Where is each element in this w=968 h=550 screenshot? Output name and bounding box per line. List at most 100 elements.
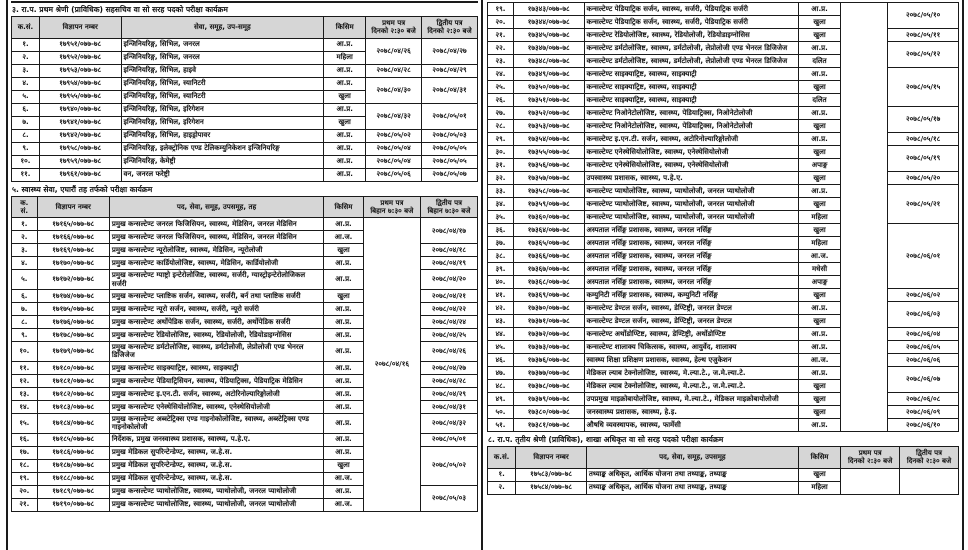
cell: ४३. xyxy=(487,314,514,328)
cell: २०७८/०४/३२ xyxy=(365,102,423,130)
cell: १२. xyxy=(11,373,38,388)
cell: २०७८/०५/११ xyxy=(887,28,959,42)
cell: १७१७९/०७७-७८ xyxy=(36,341,110,362)
cell: आ.प्र. xyxy=(797,340,842,354)
cell: प्रमुख कन्सल्टेण्ट पेडियाट्रिसियन, स्वास… xyxy=(108,373,325,388)
cell: २०७८/०५/२० xyxy=(887,171,959,185)
column-header: किसिम xyxy=(323,195,364,219)
table-row: २९. १७३५४/०७७-७८ कन्सल्टेण्ट इ.एन.टी. सर्ज… xyxy=(487,132,959,146)
table-row: १३. १७१८२/०७७-७८ प्रमुख कन्सल्टेण्ट इ.एन.ट… xyxy=(11,386,479,401)
cell: १७१८३/०७७-७८ xyxy=(36,399,110,414)
cell: २०७८/०६/०१ xyxy=(887,223,959,289)
cell: आ.प्र. xyxy=(323,373,364,388)
table-row: १४. १७१८३/०७७-७८ प्रमुख कन्सल्टेण्ट एनेस्थ… xyxy=(11,399,479,414)
cell: १७३६८/०७७-७८ xyxy=(512,275,585,289)
table-row: ४३. १७३७१/०७७-७८ कन्सल्टेण्ट डेण्टल सर्जन,… xyxy=(487,314,959,328)
cell: २०७८/०६/०९ xyxy=(887,405,959,419)
cell: अस्पताल नर्सिङ्ग प्रशासक, स्वास्थ्य, जनर… xyxy=(583,223,799,237)
table-row: ६. १७९४०/०७७-७८ इन्जिनियरिङ्ग, सिभिल, इरिग… xyxy=(11,102,478,130)
cell: १७९४०/०७७-७८ xyxy=(38,102,122,117)
cell: प्रमुख कन्सल्टेण्ट न्यूरो सर्जन, स्वास्थ… xyxy=(108,302,325,317)
column-header: प्रथम पत्र दिनको २:३० बजे xyxy=(840,445,901,469)
section3-title: ३. रा.प. प्रथम श्रेणी (प्राविधिक) सहसचिव… xyxy=(12,5,228,14)
section8-exam-schedule: क.सं. विज्ञापन नम्बर पद, सेवा, समूह, उपसमू… xyxy=(486,445,959,495)
cell: कन्सल्टेण्ट डर्मटोलोजिष्ट, स्वास्थ्य, डर… xyxy=(583,54,799,68)
table-row: ७. १७१७५/०७७-७८ प्रमुख कन्सल्टेण्ट न्यूरो … xyxy=(11,302,479,317)
cell: ३८. xyxy=(487,249,514,263)
column-header: विज्ञापन नम्बर xyxy=(515,445,587,469)
cell: प्रमुख कन्सल्टेण्ट प्लाष्टिक सर्जन, स्वा… xyxy=(108,289,325,304)
cell: आ.प्र. xyxy=(797,2,842,16)
table-row: ३८. १७३६६/०७७-७८ अस्पताल नर्सिङ्ग प्रशासक,… xyxy=(487,249,959,263)
cell: आ.प्र. xyxy=(797,132,842,146)
cell: आ.प्र. xyxy=(797,327,842,341)
cell: २६. xyxy=(487,93,514,107)
cell: १७९४२/०७७-७८ xyxy=(38,128,122,143)
table-row: ३९. १७३६७/०७७-७८ अस्पताल नर्सिङ्ग प्रशासक,… xyxy=(487,262,959,276)
cell: ४२. xyxy=(487,301,514,315)
cell: मेडिकल ल्याब टेक्नोलोजिष्ट, स्वास्थ्य, म… xyxy=(583,379,799,393)
cell: खुला xyxy=(797,288,842,302)
cell: २०७८/०४/२० xyxy=(419,269,479,291)
cell: प्रमुख कन्सल्टेण्ट साइक्याट्रिष्ट, स्वास… xyxy=(108,360,325,375)
cell: २०७८/०६/०२ xyxy=(887,288,959,302)
column-header: प्रथम पत्र दिनको २:३० बजे xyxy=(365,15,423,39)
cell: ३. xyxy=(11,63,40,78)
cell: १७३५१/०७७-७८ xyxy=(512,93,585,107)
cell: इन्जिनियरिङ्ग, सिभिल, हाइवे xyxy=(120,63,325,78)
cell: ४७. xyxy=(487,366,514,380)
cell: खुला xyxy=(797,28,842,42)
schedule-table: क. सं. विज्ञापन नम्बर पद, सेवा, समूह, उपसम… xyxy=(11,195,479,512)
cell: कन्सल्टेण्ट निओनेटोलोजिष्ट, स्वास्थ्य, प… xyxy=(583,106,799,120)
cell: २०७८/०६/०७ xyxy=(887,366,959,393)
cell: २४. xyxy=(487,67,514,81)
schedule-table: क.सं. विज्ञापन नम्बर पद, सेवा, समूह, उपसमू… xyxy=(486,445,959,495)
cell: २०. xyxy=(487,15,514,29)
cell: इन्जिनियरिङ्ग, सिभिल, इरिगेशन xyxy=(120,102,325,117)
cell: १७३८१/०७७-७८ xyxy=(512,418,585,432)
cell: ११. xyxy=(11,167,40,182)
table-row: १. १७१६५/०७७-७८ प्रमुख कन्सल्टेण्ट जनरल फि… xyxy=(11,217,479,512)
cell: आ.प्र. xyxy=(797,41,842,55)
cell: ३४. xyxy=(487,197,514,211)
cell: १६. xyxy=(11,432,38,447)
cell: १७९५८/०७७-७८ xyxy=(38,141,122,156)
cell: आ.प्र. xyxy=(323,386,364,401)
cell: ३५. xyxy=(487,210,514,224)
cell: खुला xyxy=(323,458,364,473)
cell: २०७८/०४/२८ xyxy=(419,373,479,388)
cell: कन्सल्टेण्ट एनेस्थेसियोलोजिष्ट, स्वास्थ्… xyxy=(583,158,799,172)
cell: आ.प्र. xyxy=(323,256,364,271)
cell: खुला xyxy=(797,405,842,419)
cell: प्रमुख मेडिकल सुपरिन्टेन्डेण्ट, स्वास्थ्… xyxy=(108,458,325,473)
cell: १७३४७/०७७-७८ xyxy=(512,41,585,55)
cell: प्रमुख कन्सल्टेण्ट जनरल फिजिसियन, स्वास्… xyxy=(108,217,325,232)
cell: १७१६९/०७७-७८ xyxy=(36,243,110,258)
cell: कम्युनिटी नर्सिङ्ग प्रशासक, स्वास्थ्य, क… xyxy=(583,288,799,302)
cell: २५. xyxy=(487,80,514,94)
schedule-table: १९. १७३४३/०७७-७८ कन्सल्टेण्ट पेडियाट्रिक स… xyxy=(487,2,959,432)
cell: ३९. xyxy=(487,262,514,276)
cell: प्रमुख कन्सल्टेण्ट डर्मटोलोजिष्ट, स्वास्… xyxy=(108,341,325,362)
cell: कन्सल्टेण्ट निओनेटोलोजिष्ट, स्वास्थ्य, प… xyxy=(583,119,799,133)
cell: प्रमुख कन्सल्टेण्ट ग्याष्ट्रो इन्टेरोलोज… xyxy=(108,269,325,291)
cell: आ.प्र. xyxy=(797,301,842,315)
cell: इन्जिनियरिङ्ग, सिभिल, जनरल xyxy=(120,37,325,52)
cell: १७३६५/०७७-७८ xyxy=(512,236,585,250)
cell: ४६. xyxy=(487,353,514,367)
table-row: २३. १७३४८/०७७-७८ कन्सल्टेण्ट डर्मटोलोजिष्ट… xyxy=(487,54,959,68)
cell: दलित xyxy=(797,93,842,107)
table-row: २. १७९५२/०७७-७८ इन्जिनियरिङ्ग, सिभिल, जनरल… xyxy=(11,50,478,65)
cell: १. xyxy=(486,467,517,482)
left-column: ३. रा.प. प्रथम श्रेणी (प्राविधिक) सहसचिव… xyxy=(11,0,479,515)
cell xyxy=(840,467,901,495)
cell: १७१६६/०७७-७८ xyxy=(36,230,110,245)
cell: ७. xyxy=(11,115,40,130)
cell: २०७८/०६/०३ xyxy=(887,301,959,328)
cell: कन्सल्टेण्ट अर्थोडोण्टिष्ट, स्वास्थ्य, ड… xyxy=(583,327,799,341)
cell: ४९. xyxy=(487,392,514,406)
cell: खुला xyxy=(797,197,842,211)
cell: २०७८/०४/२६ xyxy=(365,37,423,65)
cell: १७३५६/०७७-७८ xyxy=(512,158,585,172)
cell: आ.प्र. xyxy=(797,67,842,81)
